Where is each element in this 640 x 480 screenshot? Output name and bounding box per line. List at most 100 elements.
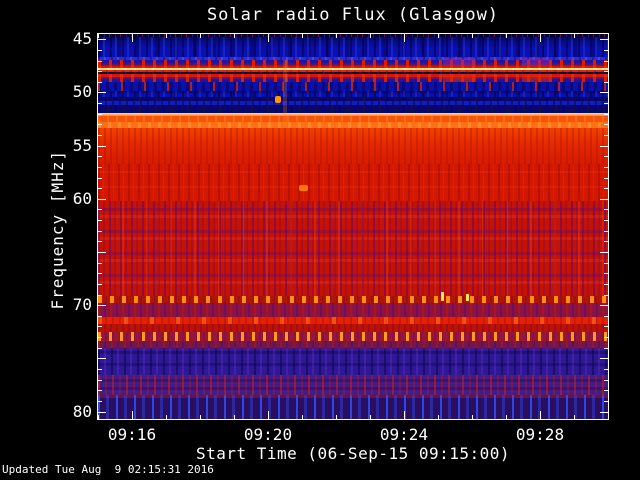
y-tick-left-major <box>98 39 106 40</box>
y-tick-left-minor <box>98 124 102 125</box>
band-red2 <box>98 324 608 333</box>
band-whiteorange <box>98 112 608 116</box>
band-topdark <box>98 34 608 37</box>
feature-yellow-tick <box>441 292 445 301</box>
y-tick-left-minor <box>98 188 102 189</box>
y-tick-right-minor <box>604 348 608 349</box>
x-tick-label: 09:20 <box>243 425 293 444</box>
y-tick-left-minor <box>98 348 102 349</box>
x-tick-label: 09:16 <box>107 425 157 444</box>
y-tick-label: 70 <box>72 295 92 315</box>
y-tick-left-minor <box>98 263 102 264</box>
band-bluerow <box>98 100 608 106</box>
band-dotrow2 <box>98 332 608 342</box>
x-tick-bottom-minor <box>574 415 575 419</box>
x-tick-bottom-minor <box>472 415 473 419</box>
band-redpurple <box>98 303 608 318</box>
y-tick-right-major <box>600 305 608 306</box>
y-tick-right-minor <box>604 316 608 317</box>
band-redpurple2 <box>98 341 608 349</box>
y-tick-right-major <box>600 146 608 147</box>
feature-purple-rect <box>521 57 549 66</box>
x-tick-bottom-minor <box>98 415 99 419</box>
y-tick-left-minor <box>98 209 102 210</box>
y-tick-left-minor <box>98 178 102 179</box>
y-tick-right-major <box>600 412 608 413</box>
feature-orange-blip <box>299 185 309 192</box>
y-tick-left-minor <box>98 50 102 51</box>
y-tick-left-minor <box>98 220 102 221</box>
y-tick-right-minor <box>604 401 608 402</box>
y-tick-left-minor <box>98 295 102 296</box>
y-tick-right-minor <box>604 71 608 72</box>
y-tick-left-minor <box>98 369 102 370</box>
band-navy <box>98 96 608 101</box>
y-tick-left-minor <box>98 167 102 168</box>
x-tick-top-minor <box>472 34 473 38</box>
band-bluebright <box>98 56 608 60</box>
y-tick-right-minor <box>604 337 608 338</box>
x-tick-bottom-minor <box>200 415 201 419</box>
y-tick-left-major <box>98 252 106 253</box>
y-tick-left-major <box>98 412 106 413</box>
y-tick-right-minor <box>604 82 608 83</box>
y-tick-label: 50 <box>72 82 92 102</box>
y-tick-left-major <box>98 305 106 306</box>
x-tick-bottom-minor <box>438 415 439 419</box>
y-tick-left-major <box>98 199 106 200</box>
y-tick-right-minor <box>604 167 608 168</box>
x-tick-top-minor <box>608 34 609 38</box>
y-tick-left-minor <box>98 390 102 391</box>
x-tick-bottom-minor <box>506 415 507 419</box>
x-tick-top-minor <box>506 34 507 38</box>
y-tick-right-minor <box>604 295 608 296</box>
x-tick-top-minor <box>438 34 439 38</box>
y-tick-right-minor <box>604 156 608 157</box>
feature-warm-streak <box>283 59 288 128</box>
y-tick-right-minor <box>604 390 608 391</box>
x-tick-top-minor <box>574 34 575 38</box>
band-dotrow <box>98 296 608 304</box>
y-tick-right-major <box>600 252 608 253</box>
y-tick-right-minor <box>604 209 608 210</box>
band-bluesparse <box>98 81 608 91</box>
band-orangered <box>98 115 608 122</box>
x-tick-top-major <box>268 34 269 42</box>
y-tick-right-minor <box>604 231 608 232</box>
chart-title: Solar radio Flux (Glasgow) <box>206 5 500 25</box>
updated-timestamp: Updated Tue Aug 9 02:15:31 2016 <box>2 463 214 476</box>
band-darkgap <box>98 72 608 75</box>
y-tick-left-minor <box>98 135 102 136</box>
y-tick-left-minor <box>98 273 102 274</box>
spectrogram-plot <box>97 33 609 420</box>
y-tick-left-minor <box>98 156 102 157</box>
x-tick-bottom-major <box>132 411 133 419</box>
feature-red-patch <box>442 73 476 83</box>
y-tick-right-minor <box>604 50 608 51</box>
y-tick-left-major <box>98 92 106 93</box>
y-tick-right-minor <box>604 326 608 327</box>
y-axis-label: Frequency [MHz] <box>48 150 67 310</box>
y-tick-right-major <box>600 92 608 93</box>
x-axis-label: Start Time (06-Sep-15 09:15:00) <box>195 444 511 463</box>
x-tick-bottom-minor <box>336 415 337 419</box>
y-tick-left-minor <box>98 114 102 115</box>
band-indigo <box>98 348 608 376</box>
x-tick-label: 09:24 <box>379 425 429 444</box>
y-tick-right-minor <box>604 114 608 115</box>
x-tick-bottom-major <box>268 411 269 419</box>
y-tick-left-minor <box>98 284 102 285</box>
y-tick-left-minor <box>98 71 102 72</box>
y-tick-right-minor <box>604 188 608 189</box>
band-purplespeckle <box>98 375 608 396</box>
y-tick-right-major <box>600 39 608 40</box>
y-tick-left-minor <box>98 82 102 83</box>
band-redline2 <box>98 70 608 73</box>
y-tick-label: 45 <box>72 29 92 49</box>
y-tick-right-minor <box>604 263 608 264</box>
y-tick-left-minor <box>98 380 102 381</box>
x-tick-top-minor <box>370 34 371 38</box>
x-tick-bottom-minor <box>370 415 371 419</box>
x-tick-bottom-major <box>404 411 405 419</box>
y-tick-right-minor <box>604 135 608 136</box>
